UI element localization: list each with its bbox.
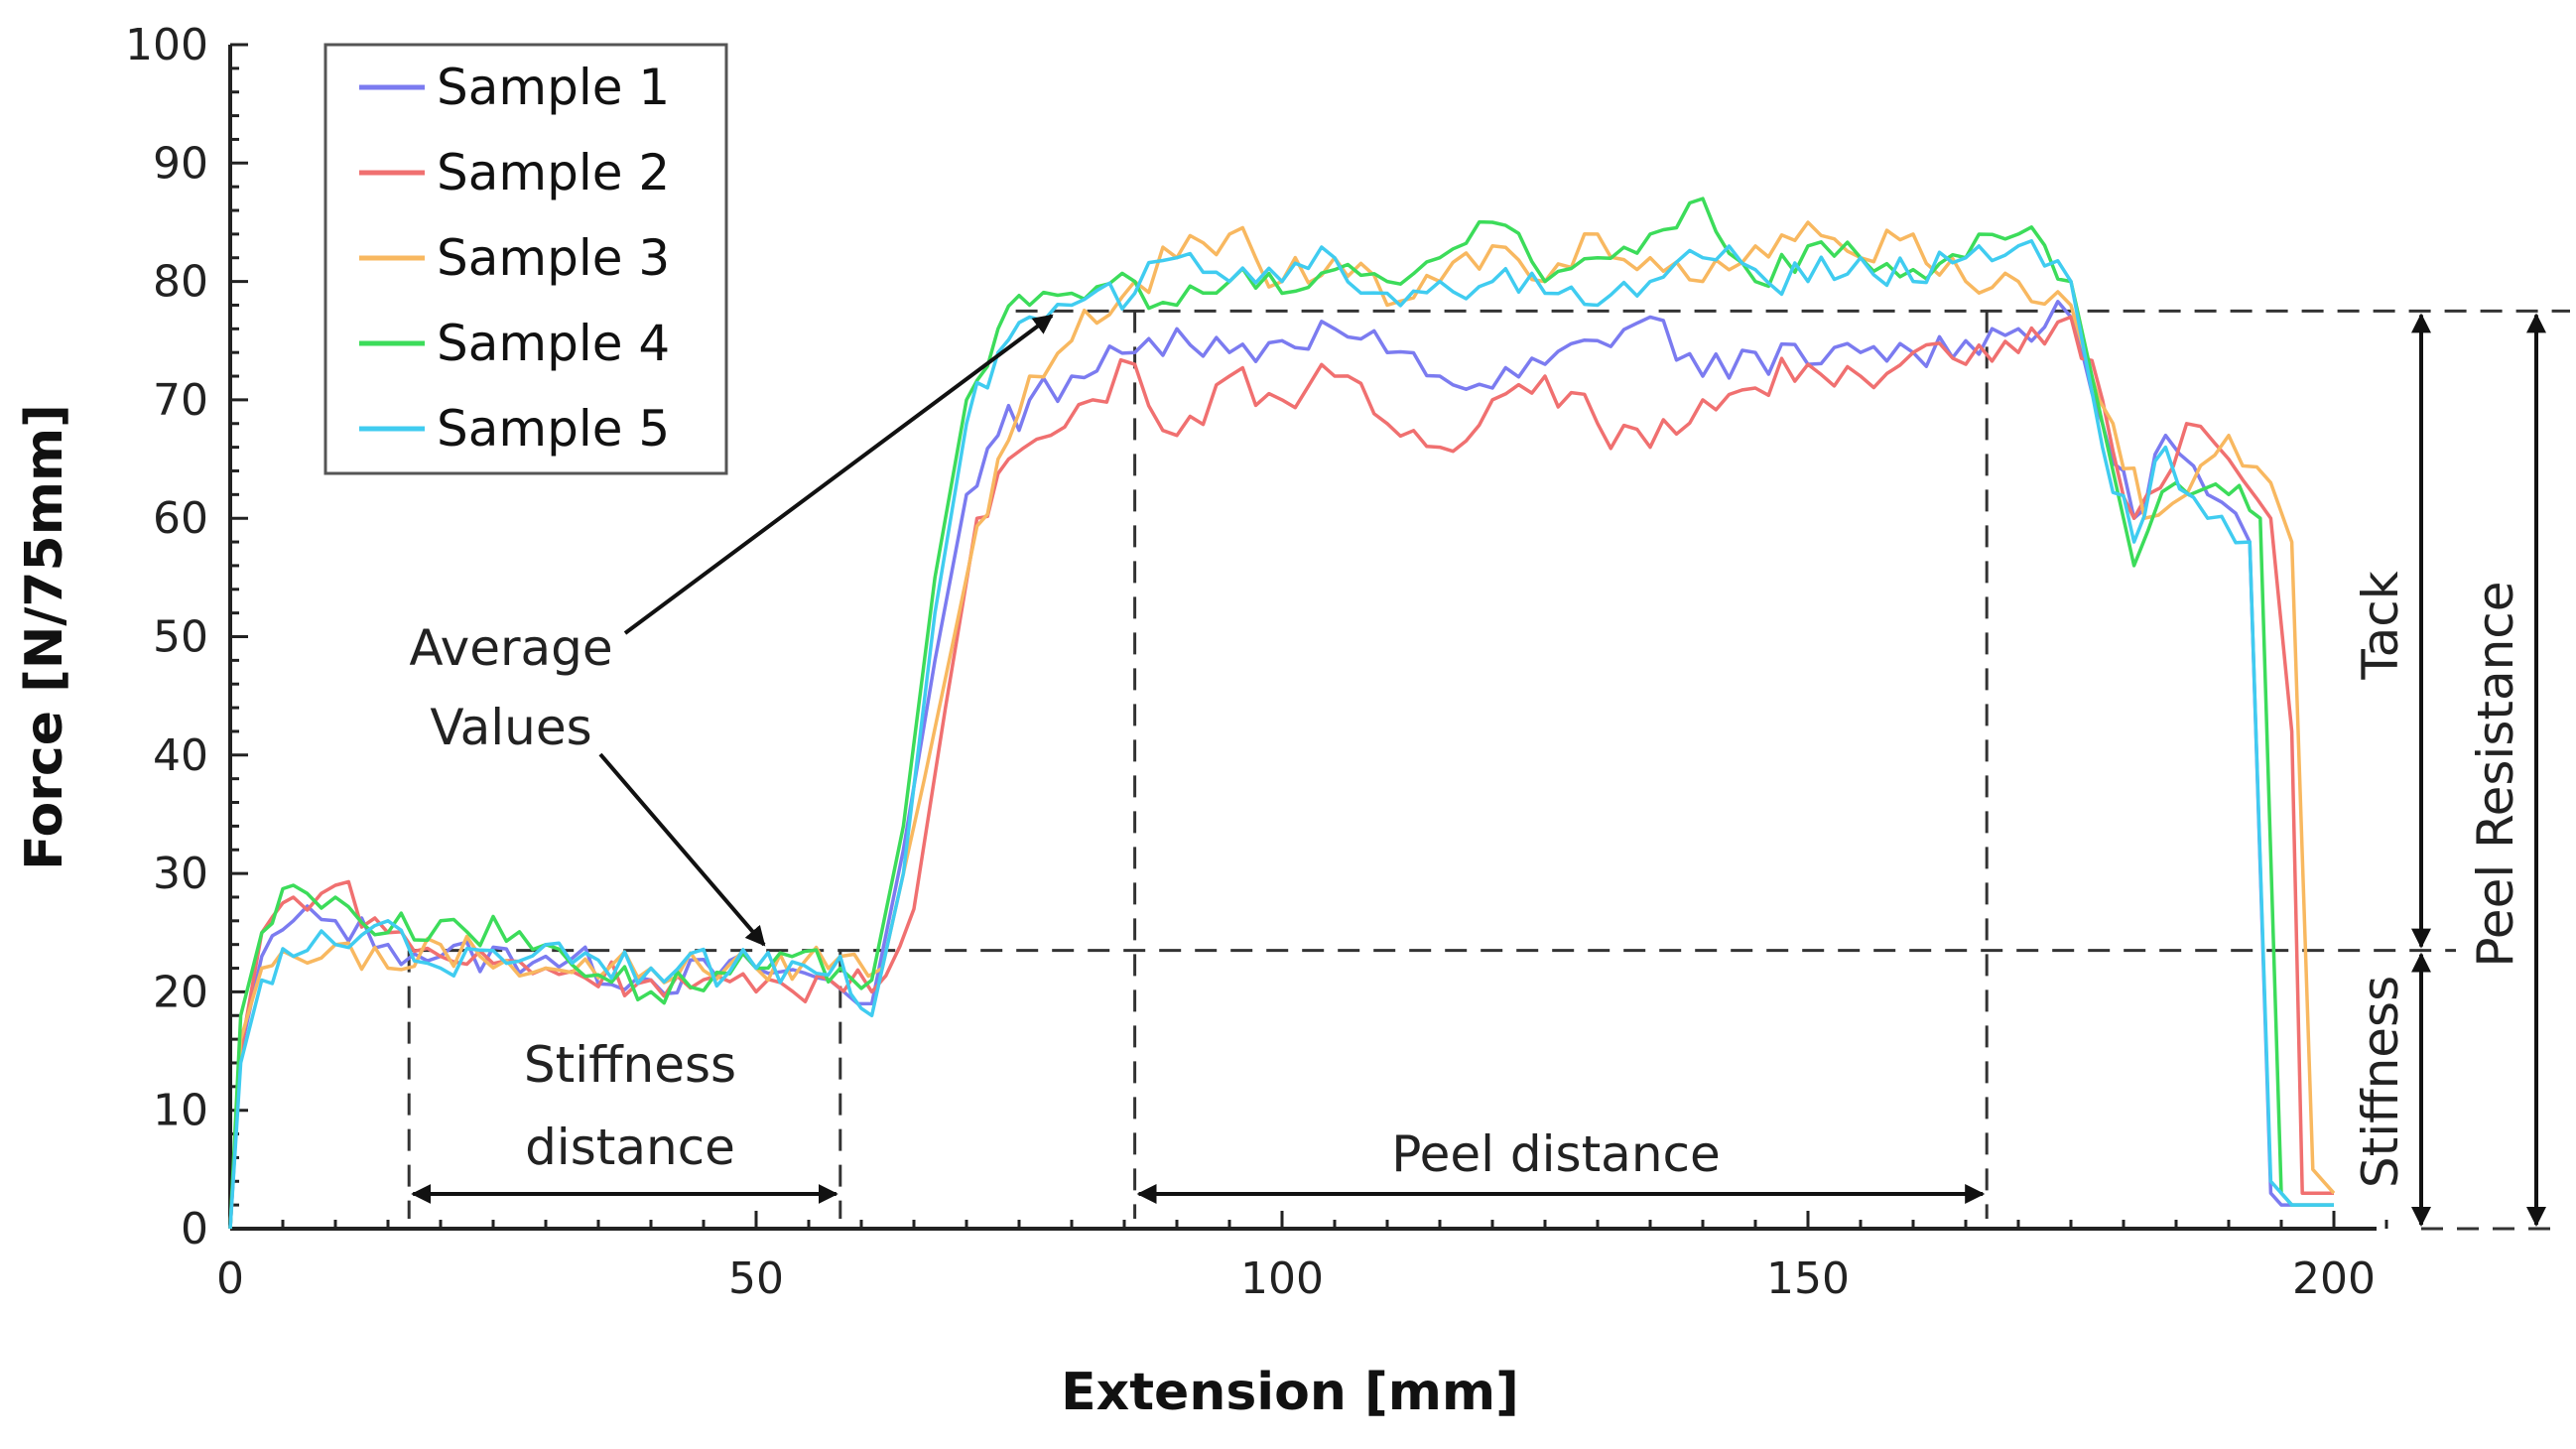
average-arrow-lower: [598, 752, 766, 947]
average-arrow-upper: [623, 314, 1054, 635]
x-tick-label: 0: [216, 1253, 244, 1304]
y-axis-title: Force [N/75mm]: [15, 404, 74, 870]
legend-label: Sample 1: [437, 59, 670, 116]
stiffness-distance-label: Stiffness: [524, 1036, 736, 1094]
y-tick-label: 50: [153, 612, 208, 663]
average-values-label: Values: [430, 699, 591, 756]
y-tick-label: 20: [153, 967, 208, 1017]
x-tick-label: 100: [1240, 1253, 1324, 1304]
data-series: [228, 197, 2336, 1230]
y-tick-label: 10: [153, 1086, 208, 1136]
y-tick-label: 90: [153, 138, 208, 189]
x-axis-title: Extension [mm]: [1061, 1363, 1519, 1422]
series-line-4: [228, 197, 2334, 1230]
y-tick-label: 40: [153, 730, 208, 781]
legend-label: Sample 4: [437, 315, 670, 372]
x-tick-label: 200: [2292, 1253, 2376, 1304]
legend-label: Sample 5: [437, 400, 670, 458]
series-line-5: [228, 238, 2334, 1230]
legend: Sample 1 Sample 2 Sample 3 Sample 4 Sample 5: [323, 43, 728, 475]
reference-lines: [407, 309, 2570, 1231]
x-tick-label: 150: [1766, 1253, 1850, 1304]
y-tick-label: 60: [153, 493, 208, 544]
legend-label: Sample 3: [437, 229, 670, 287]
y-tick-label: 0: [181, 1204, 208, 1254]
y-tick-label: 80: [153, 257, 208, 308]
x-tick-label: 50: [728, 1253, 784, 1304]
stiffness-distance-label: distance: [525, 1119, 735, 1176]
y-tick-label: 30: [153, 849, 208, 899]
legend-label: Sample 2: [437, 144, 670, 201]
tack-label: Tack: [2352, 571, 2409, 680]
average-values-label: Average: [409, 619, 612, 677]
y-tick-label: 70: [153, 375, 208, 426]
peel-resistance-label: Peel Resistance: [2467, 581, 2524, 967]
annotations: Average Values Stiffness distance Peel dista…: [409, 313, 2546, 1227]
stiffness-label: Stiffness: [2352, 976, 2409, 1188]
peel-distance-label: Peel distance: [1391, 1125, 1721, 1183]
series-line-1: [228, 300, 2334, 1230]
series-line-2: [228, 315, 2334, 1230]
axis-ticks: 0 10 20 30 40 50 60 70 80 90 100 0 50 100 150 200: [125, 20, 2388, 1304]
y-tick-label: 100: [125, 20, 208, 70]
